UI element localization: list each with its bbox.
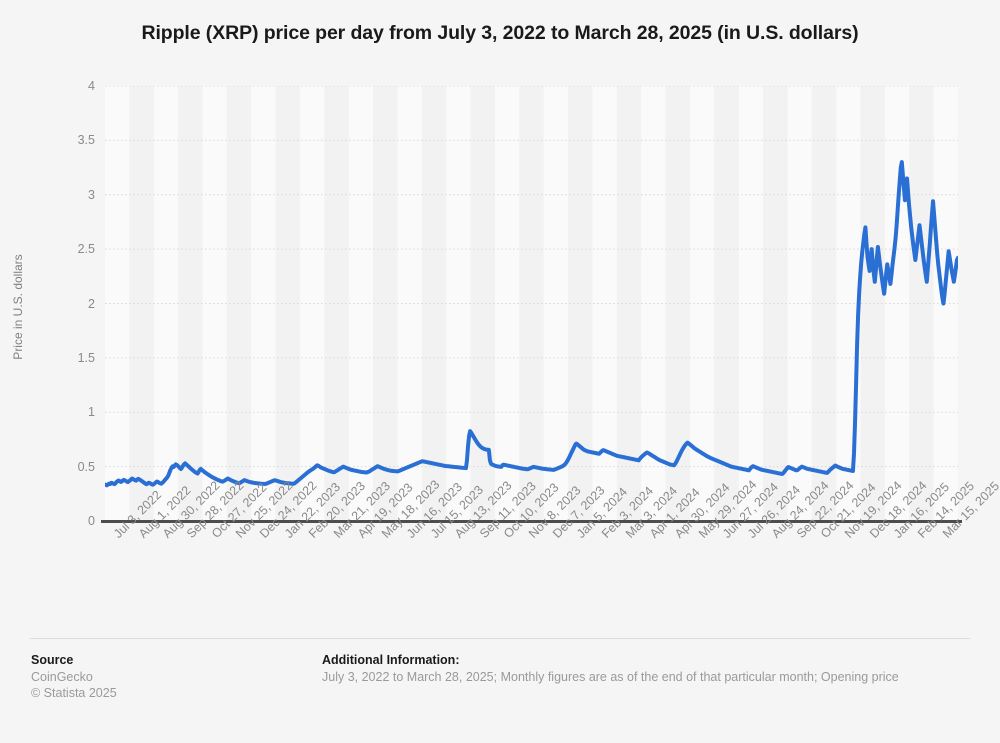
band xyxy=(226,86,252,521)
band xyxy=(860,86,885,521)
xrp-price-line xyxy=(103,160,960,488)
source-block: Source CoinGecko © Statista 2025 xyxy=(31,652,301,701)
y-tick-label: 3.5 xyxy=(77,133,95,148)
band xyxy=(275,86,300,521)
y-axis-tick-labels: 0 0.5 1 1.5 2 2.5 3 3.5 4 xyxy=(45,0,95,743)
source-heading: Source xyxy=(31,653,74,667)
x-axis-line xyxy=(101,520,962,523)
source-name[interactable]: CoinGecko xyxy=(31,670,93,684)
y-tick-label: 0 xyxy=(88,514,95,528)
page-title: Ripple (XRP) price per day from July 3, … xyxy=(141,22,859,44)
additional-information-heading: Additional Information: xyxy=(322,653,460,667)
y-tick-label: 4 xyxy=(88,79,95,93)
y-tick-label: 3 xyxy=(88,187,95,202)
y-tick-label: 0.5 xyxy=(77,459,95,474)
y-tick-label: 1.5 xyxy=(77,350,95,365)
copyright-text: © Statista 2025 xyxy=(31,686,117,700)
band xyxy=(324,86,349,521)
additional-information-text: July 3, 2022 to March 28, 2025; Monthly … xyxy=(322,670,899,684)
footer-divider xyxy=(30,638,970,639)
plot-area xyxy=(101,85,962,523)
y-tick-label: 2.5 xyxy=(77,242,95,257)
band xyxy=(811,86,837,521)
band xyxy=(519,86,544,521)
additional-information-block: Additional Information: July 3, 2022 to … xyxy=(322,652,972,685)
band xyxy=(763,86,788,521)
y-tick-label: 1 xyxy=(88,405,95,420)
price-line-chart xyxy=(103,85,960,521)
y-tick-label: 2 xyxy=(88,296,95,311)
y-axis-title: Price in U.S. dollars xyxy=(11,254,25,360)
footer: Source CoinGecko © Statista 2025 Additio… xyxy=(0,652,1000,732)
